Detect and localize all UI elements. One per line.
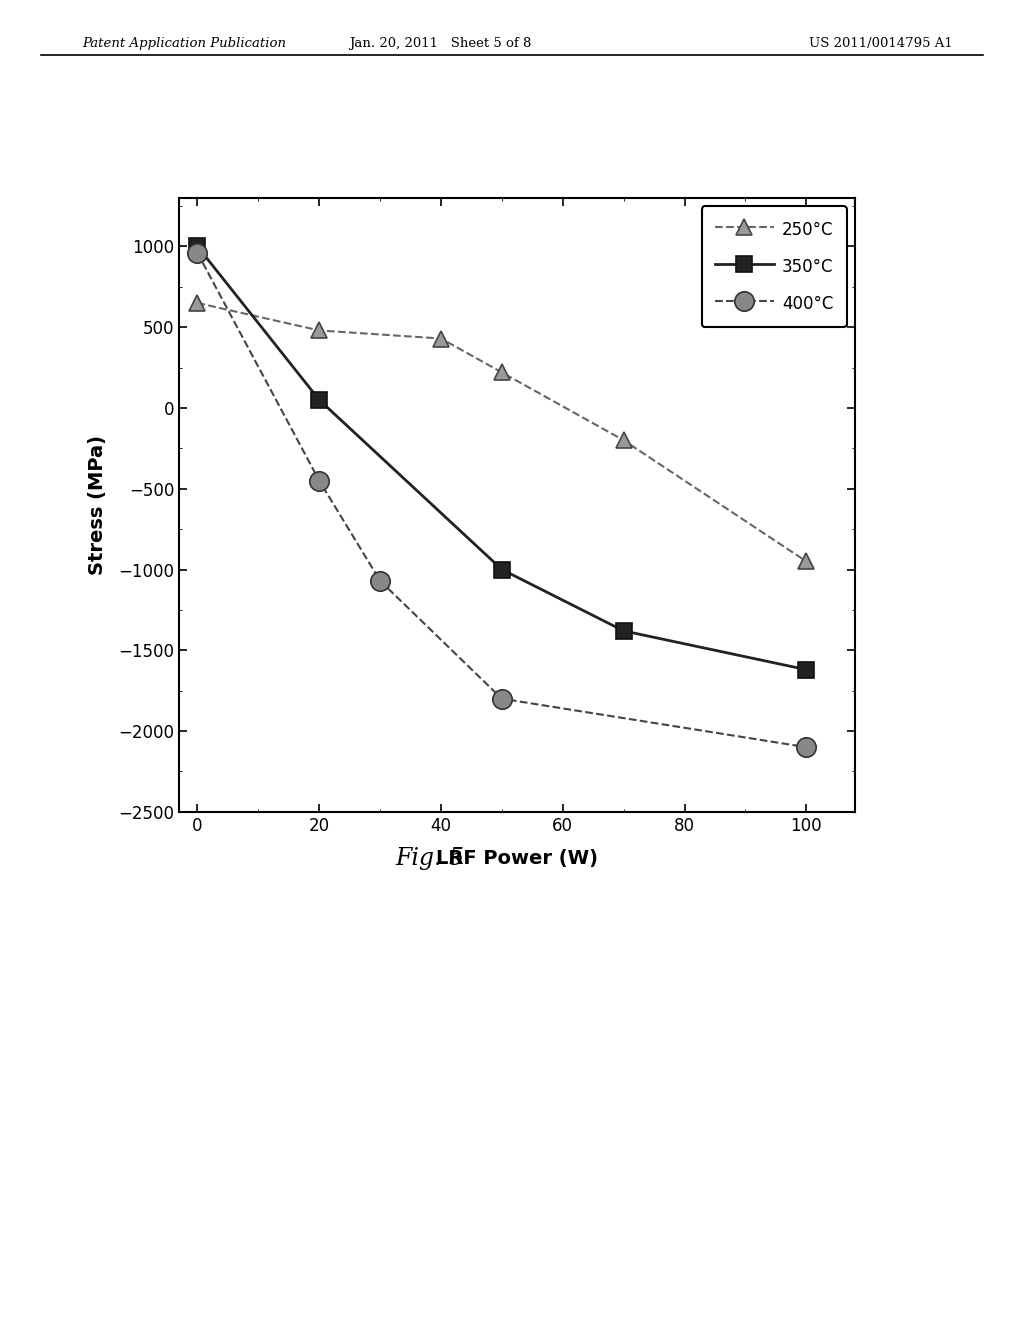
Text: Fig. 5: Fig. 5 xyxy=(395,847,465,870)
250°C xyxy=(191,296,204,312)
400°C xyxy=(313,473,326,488)
Text: Patent Application Publication: Patent Application Publication xyxy=(82,37,286,50)
350°C xyxy=(496,561,508,577)
400°C xyxy=(496,690,508,706)
350°C xyxy=(800,661,812,677)
Line: 350°C: 350°C xyxy=(189,239,814,677)
Legend: 250°C, 350°C, 400°C: 250°C, 350°C, 400°C xyxy=(701,206,847,327)
Line: 400°C: 400°C xyxy=(187,243,816,756)
250°C xyxy=(617,433,630,449)
400°C xyxy=(191,246,204,261)
250°C xyxy=(435,330,447,346)
250°C xyxy=(496,364,508,380)
350°C xyxy=(617,623,630,639)
400°C xyxy=(800,739,812,755)
X-axis label: LRF Power (W): LRF Power (W) xyxy=(436,849,598,867)
350°C xyxy=(313,392,326,408)
250°C xyxy=(313,322,326,338)
Text: Jan. 20, 2011   Sheet 5 of 8: Jan. 20, 2011 Sheet 5 of 8 xyxy=(349,37,531,50)
Y-axis label: Stress (MPa): Stress (MPa) xyxy=(88,434,108,576)
350°C xyxy=(191,239,204,255)
Line: 250°C: 250°C xyxy=(189,296,814,569)
400°C xyxy=(374,573,386,589)
250°C xyxy=(800,553,812,569)
Text: US 2011/0014795 A1: US 2011/0014795 A1 xyxy=(809,37,952,50)
